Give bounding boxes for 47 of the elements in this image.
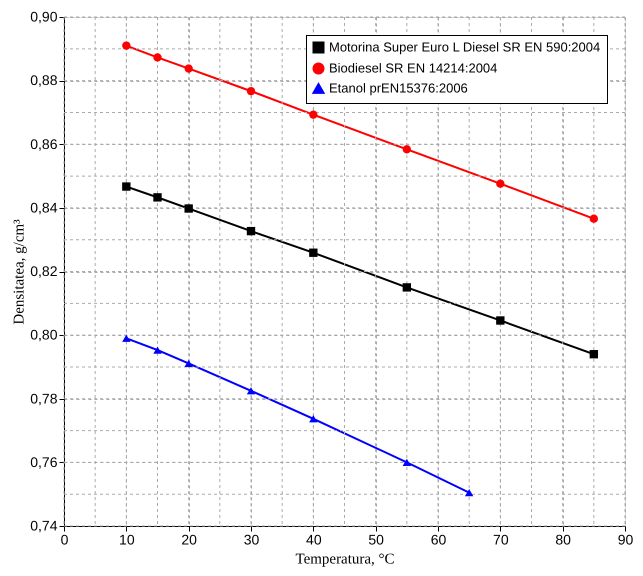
point bbox=[309, 415, 318, 422]
point bbox=[402, 145, 412, 154]
point bbox=[246, 226, 256, 236]
x-tick-label: 0 bbox=[60, 532, 69, 548]
point bbox=[184, 204, 193, 213]
y-tick-label: 0,86 bbox=[30, 136, 58, 152]
point bbox=[402, 458, 412, 466]
point bbox=[246, 387, 256, 394]
x-tick-label: 90 bbox=[618, 532, 634, 548]
x-tick-label: 80 bbox=[555, 532, 572, 548]
point bbox=[496, 316, 505, 325]
point bbox=[153, 346, 162, 354]
x-tick-label: 10 bbox=[119, 532, 135, 548]
x-tick-label: 30 bbox=[244, 532, 260, 548]
legend-label: Motorina Super Euro L Diesel SR EN 590:2004 bbox=[329, 40, 600, 54]
point bbox=[309, 248, 318, 257]
point bbox=[309, 110, 318, 119]
point bbox=[153, 53, 162, 62]
x-tick-label: 60 bbox=[430, 532, 446, 548]
x-tick-label: 20 bbox=[181, 532, 198, 548]
y-tick-label: 0,74 bbox=[30, 518, 58, 534]
x-axis-title: Temperatura, °C bbox=[295, 552, 395, 568]
y-tick-label: 0,82 bbox=[30, 263, 58, 279]
point bbox=[590, 350, 598, 358]
y-tick-label: 0,78 bbox=[30, 390, 58, 406]
x-tick-label: 70 bbox=[493, 532, 509, 548]
point bbox=[122, 41, 131, 50]
x-tick-label: 50 bbox=[368, 532, 384, 548]
y-tick-label: 0,88 bbox=[30, 72, 58, 88]
y-tick-label: 0,76 bbox=[30, 454, 58, 470]
point bbox=[246, 86, 256, 96]
y-axis-title: Densitatea, g/cm³ bbox=[11, 218, 28, 325]
point bbox=[464, 488, 474, 496]
x-tick-label: 40 bbox=[306, 532, 322, 548]
point bbox=[402, 283, 412, 292]
point bbox=[122, 334, 131, 342]
legend-label: Etanol prEN15376:2006 bbox=[329, 80, 468, 96]
y-tick-label: 0,84 bbox=[30, 199, 58, 216]
point bbox=[590, 214, 598, 223]
legend-label: Biodiesel SR EN 14214:2004 bbox=[329, 60, 498, 76]
point bbox=[122, 182, 131, 191]
point bbox=[184, 360, 193, 368]
point bbox=[153, 193, 162, 202]
y-tick-label: 0,90 bbox=[30, 8, 58, 24]
point bbox=[496, 180, 505, 188]
point bbox=[184, 64, 193, 73]
y-tick-label: 0,80 bbox=[30, 326, 58, 343]
